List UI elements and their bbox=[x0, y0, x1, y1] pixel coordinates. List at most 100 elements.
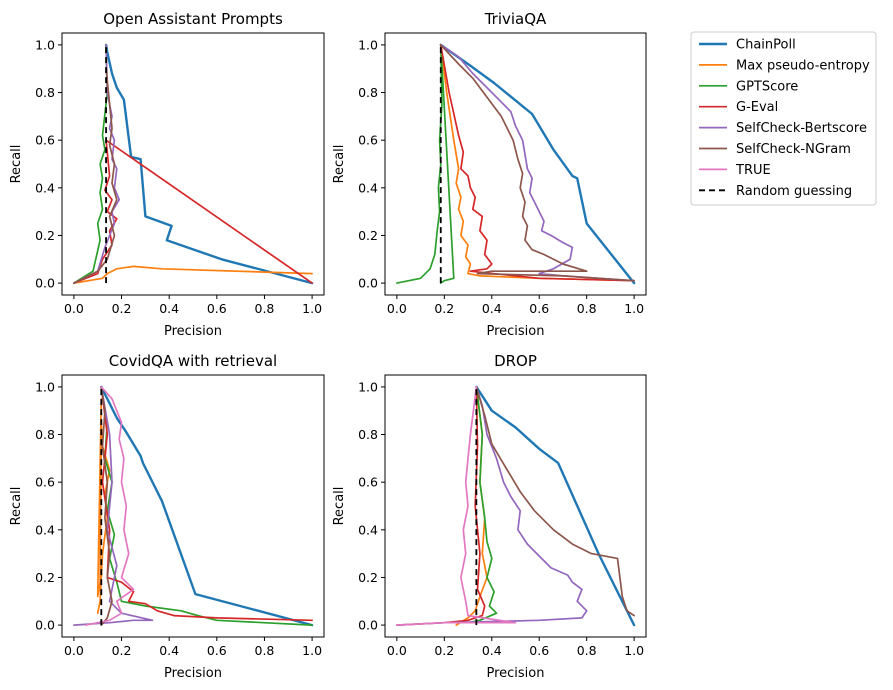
subplot-4: 0.0 0.2 0.4 0.6 0.8 1.0 0.0 0.2 0.4 0.6 0.8 1.0 DROP… bbox=[332, 352, 647, 681]
y-tick-label: 1.0 bbox=[35, 37, 55, 52]
y-tick-label: 0.4 bbox=[358, 180, 378, 195]
legend: ChainPoll Max pseudo-entropy GPTScore G-Eva… bbox=[690, 31, 877, 206]
x-axis-label: Precision bbox=[164, 666, 222, 681]
series-line-selfcheck-ngram bbox=[100, 386, 113, 626]
y-tick-label: 0.4 bbox=[358, 522, 378, 537]
y-tick-label: 0.4 bbox=[35, 522, 55, 537]
x-tick-label: 0.8 bbox=[255, 643, 275, 658]
y-tick-label: 0.0 bbox=[35, 618, 55, 633]
legend-frame bbox=[690, 31, 877, 206]
legend-label: G-Eval bbox=[736, 100, 778, 115]
series-line-selfcheck-bertscore bbox=[73, 44, 121, 284]
x-axis-label: Precision bbox=[486, 666, 544, 681]
y-axis-label: Recall bbox=[9, 487, 24, 526]
y-tick-label: 0.8 bbox=[358, 85, 378, 100]
legend-item: SelfCheck-NGram bbox=[699, 142, 851, 157]
x-tick-label: 0.0 bbox=[64, 301, 84, 316]
x-axis-label: Precision bbox=[486, 324, 544, 339]
axes-frame bbox=[61, 32, 325, 296]
legend-label: GPTScore bbox=[736, 79, 798, 94]
x-tick-label: 1.0 bbox=[302, 301, 322, 316]
subplot-1: 0.0 0.2 0.4 0.6 0.8 1.0 0.0 0.2 0.4 0.6 0.8 1.0 Open… bbox=[9, 10, 325, 339]
y-tick-label: 0.6 bbox=[358, 133, 378, 148]
y-tick-label: 0.2 bbox=[35, 228, 55, 243]
x-tick-label: 0.8 bbox=[577, 643, 597, 658]
y-tick-label: 0.0 bbox=[358, 276, 378, 291]
subplot-2: 0.0 0.2 0.4 0.6 0.8 1.0 0.0 0.2 0.4 0.6 0.8 1.0 Triv… bbox=[332, 10, 647, 339]
series-line-max-pseudo-entropy bbox=[73, 265, 313, 284]
x-tick-label: 0.6 bbox=[207, 643, 227, 658]
x-tick-label: 0.0 bbox=[387, 643, 407, 658]
legend-label: ChainPoll bbox=[736, 38, 796, 53]
legend-label: Random guessing bbox=[736, 184, 852, 199]
series-line-selfcheck-bertscore bbox=[73, 386, 154, 626]
series-line-g-eval bbox=[100, 386, 313, 622]
y-tick-label: 0.4 bbox=[35, 180, 55, 195]
x-tick-label: 0.8 bbox=[577, 301, 597, 316]
legend-item: TRUE bbox=[699, 163, 771, 178]
x-tick-label: 0.6 bbox=[529, 301, 549, 316]
y-tick-label: 0.2 bbox=[358, 228, 378, 243]
x-tick-label: 0.0 bbox=[64, 643, 84, 658]
series-line-true bbox=[84, 386, 135, 626]
chart-title: Open Assistant Prompts bbox=[103, 10, 283, 28]
legend-item: Random guessing bbox=[699, 184, 852, 199]
series-line-gptscore bbox=[396, 44, 455, 284]
y-tick-label: 1.0 bbox=[358, 379, 378, 394]
series-line-selfcheck-bertscore bbox=[439, 44, 635, 282]
series-line-gptscore bbox=[467, 386, 498, 624]
legend-label: TRUE bbox=[735, 163, 771, 178]
series-line-max-pseudo-entropy bbox=[439, 44, 635, 282]
x-tick-label: 0.2 bbox=[112, 643, 132, 658]
series-line-gptscore bbox=[100, 386, 313, 626]
x-tick-label: 0.6 bbox=[529, 643, 549, 658]
y-tick-label: 0.8 bbox=[35, 85, 55, 100]
x-tick-label: 0.2 bbox=[434, 643, 454, 658]
series-line-selfcheck-ngram bbox=[475, 386, 635, 617]
series-line-chainpoll bbox=[439, 43, 636, 285]
series-line-selfcheck-ngram bbox=[439, 44, 635, 282]
chart-title: DROP bbox=[494, 352, 537, 370]
x-tick-label: 1.0 bbox=[302, 643, 322, 658]
legend-item: GPTScore bbox=[699, 79, 798, 94]
y-axis-label: Recall bbox=[332, 145, 347, 184]
series-group bbox=[396, 385, 636, 627]
y-tick-label: 0.8 bbox=[35, 427, 55, 442]
y-axis-label: Recall bbox=[332, 487, 347, 526]
legend-item: SelfCheck-Bertscore bbox=[699, 121, 867, 136]
y-tick-label: 0.6 bbox=[358, 475, 378, 490]
y-tick-label: 0.2 bbox=[35, 570, 55, 585]
y-tick-label: 0.8 bbox=[358, 427, 378, 442]
subplot-3: 0.0 0.2 0.4 0.6 0.8 1.0 0.0 0.2 0.4 0.6 0.8 1.0 Covi… bbox=[9, 352, 325, 681]
axes-frame bbox=[61, 374, 325, 638]
series-line-chainpoll bbox=[104, 43, 314, 285]
x-tick-label: 0.4 bbox=[482, 301, 502, 316]
series-line-chainpoll bbox=[100, 385, 314, 627]
series-line-g-eval bbox=[439, 44, 635, 282]
x-tick-label: 0.0 bbox=[387, 301, 407, 316]
x-tick-label: 0.6 bbox=[207, 301, 227, 316]
x-tick-label: 1.0 bbox=[624, 643, 644, 658]
axes-frame bbox=[384, 374, 647, 638]
legend-item: G-Eval bbox=[699, 100, 778, 115]
x-tick-label: 0.4 bbox=[159, 301, 179, 316]
legend-label: Max pseudo-entropy bbox=[736, 58, 870, 73]
legend-label: SelfCheck-Bertscore bbox=[736, 121, 867, 136]
series-line-chainpoll bbox=[475, 385, 636, 627]
series-line-gptscore bbox=[73, 44, 109, 284]
chart-title: TriviaQA bbox=[484, 10, 547, 28]
y-tick-label: 1.0 bbox=[35, 379, 55, 394]
series-line-selfcheck-ngram bbox=[73, 67, 118, 284]
x-tick-label: 0.4 bbox=[482, 643, 502, 658]
legend-item: ChainPoll bbox=[699, 38, 796, 53]
y-tick-label: 0.0 bbox=[358, 618, 378, 633]
chart-title: CovidQA with retrieval bbox=[109, 352, 277, 370]
series-line-selfcheck-bertscore bbox=[396, 386, 588, 626]
series-line-g-eval bbox=[73, 139, 313, 284]
series-line-true bbox=[396, 386, 517, 626]
x-tick-label: 0.8 bbox=[255, 301, 275, 316]
series-group bbox=[73, 385, 314, 627]
x-tick-label: 0.4 bbox=[159, 643, 179, 658]
x-tick-label: 1.0 bbox=[624, 301, 644, 316]
